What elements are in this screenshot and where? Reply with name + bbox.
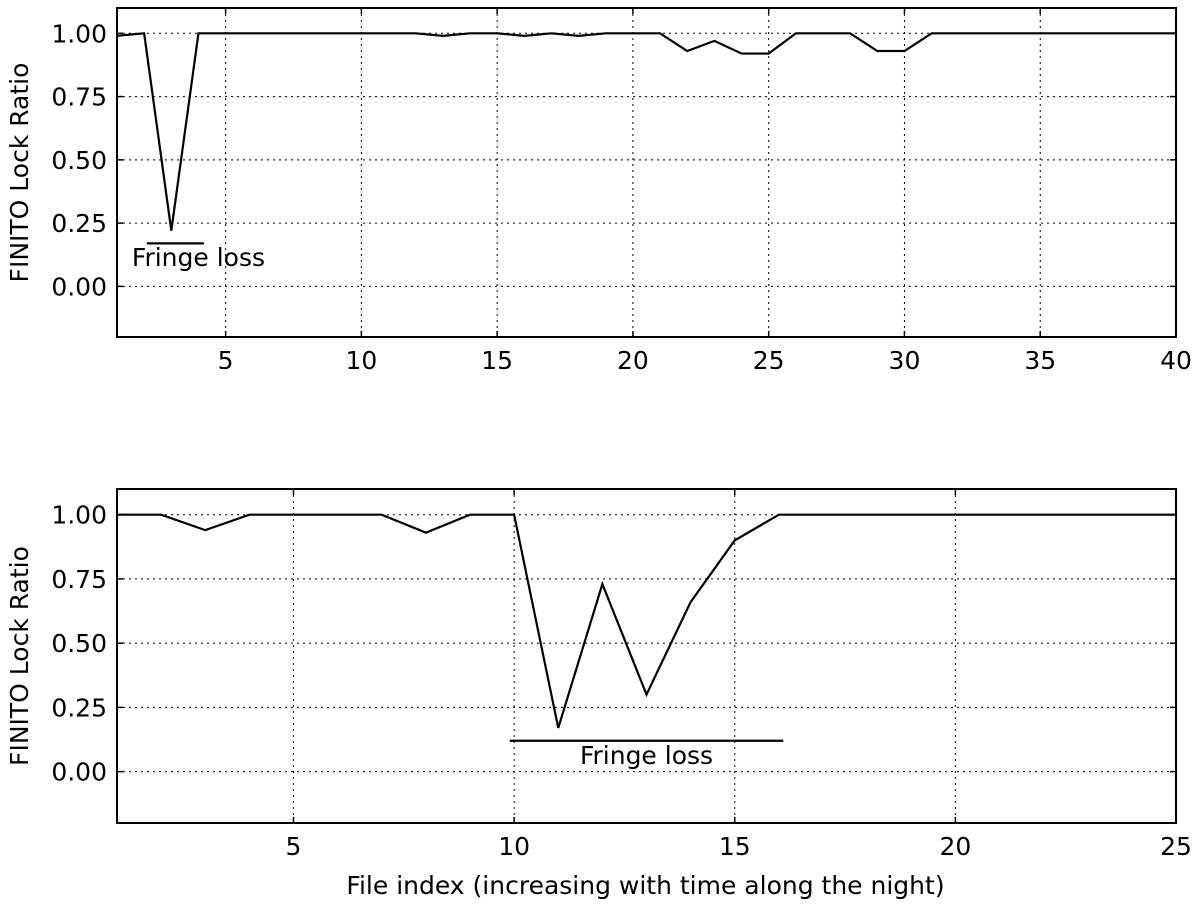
plot-frame: [116, 488, 1177, 824]
y-tick-label: 0.75: [51, 83, 107, 112]
plot-frame: [116, 7, 1177, 338]
x-tick-label: 10: [345, 346, 377, 375]
x-tick-label: 15: [481, 346, 513, 375]
y-tick-label: 0.25: [51, 693, 107, 722]
x-tick-label: 5: [218, 346, 234, 375]
y-axis-label: FINITO Lock Ratio: [5, 63, 34, 283]
x-tick-label: 10: [498, 832, 530, 861]
y-tick-label: 1.00: [51, 19, 107, 48]
y-tick-label: 1.00: [51, 501, 107, 530]
x-tick-label: 35: [1024, 346, 1056, 375]
y-tick-label: 0.25: [51, 209, 107, 238]
series-line: [117, 513, 1176, 729]
x-tick-label: 15: [719, 832, 751, 861]
fringe-loss-label: Fringe loss: [580, 741, 713, 770]
x-tick-label: 25: [753, 346, 785, 375]
y-tick-label: 0.75: [51, 565, 107, 594]
bottom-panel: 5 10 15 20 25 0.00 0.25 0.50 0.75 1.00 FINITO Lock…: [5, 488, 1192, 900]
x-tick-label: 40: [1160, 346, 1192, 375]
y-tick-label: 0.50: [51, 629, 107, 658]
y-tick-label: 0.50: [51, 146, 107, 175]
y-tick-label: 0.00: [51, 758, 107, 787]
y-axis-label: FINITO Lock Ratio: [5, 546, 34, 766]
x-tick-label: 25: [1160, 832, 1192, 861]
fringe-loss-label: Fringe loss: [132, 243, 265, 272]
y-tick-label: 0.00: [51, 272, 107, 301]
series-line: [116, 32, 1176, 231]
x-tick-label: 30: [889, 346, 921, 375]
top-panel: 5 10 15 20 25 30 35 40 0.00 0.25 0.50 0.75 1.00 FINIT…: [5, 7, 1192, 375]
x-tick-label: 20: [939, 832, 971, 861]
x-tick-label: 20: [617, 346, 649, 375]
x-axis-label: File index (increasing with time along t…: [346, 871, 944, 900]
x-tick-label: 5: [286, 832, 302, 861]
